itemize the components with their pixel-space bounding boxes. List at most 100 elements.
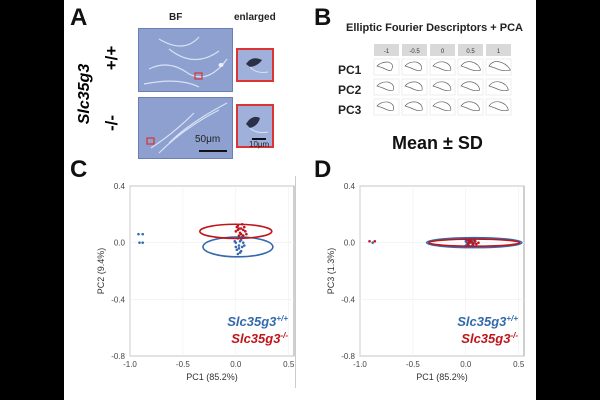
data-point bbox=[241, 234, 245, 237]
data-point bbox=[239, 249, 243, 253]
efd-cell bbox=[401, 58, 428, 76]
legend-wt-superscript: +/+ bbox=[276, 314, 288, 323]
data-point bbox=[242, 244, 246, 247]
data-point bbox=[470, 241, 474, 244]
pca-chart-d: 0.4 0.0 -0.4 -0.8-1.0 -0.5 0.0 0.5 PC1 (85.2%) P… bbox=[326, 182, 525, 382]
efd-sperm-contour bbox=[488, 61, 511, 72]
efd-sperm-contour bbox=[404, 61, 422, 72]
efd-shape-grid: -1 -0.5 0 0.5 1 bbox=[372, 42, 516, 130]
panel-letter-a: A bbox=[70, 4, 88, 31]
panel-divider bbox=[295, 176, 296, 388]
column-label-bf: BF bbox=[169, 12, 183, 23]
efd-row-label-pc1: PC1 bbox=[338, 63, 362, 77]
efd-column-label: 1 bbox=[497, 49, 501, 55]
data-point bbox=[465, 238, 469, 242]
genotype-ko-label: -/- bbox=[102, 114, 121, 132]
confidence-ellipse bbox=[425, 236, 523, 249]
y-tick-label: -0.8 bbox=[111, 352, 125, 361]
data-point bbox=[240, 222, 244, 226]
data-point bbox=[238, 239, 242, 243]
data-point bbox=[237, 247, 241, 250]
enlarged-wt-head bbox=[236, 48, 274, 82]
confidence-ellipse bbox=[202, 236, 274, 258]
panel-letter-b: B bbox=[314, 4, 332, 31]
efd-cell bbox=[429, 98, 456, 116]
data-point bbox=[242, 225, 246, 229]
data-point bbox=[240, 245, 244, 249]
data-point bbox=[235, 248, 239, 252]
data-point bbox=[241, 228, 245, 232]
efd-row-label-pc3: PC3 bbox=[338, 103, 362, 117]
data-point bbox=[237, 244, 241, 247]
efd-column-header bbox=[430, 44, 455, 56]
panel-b-title: Elliptic Fourier Descriptors + PCA bbox=[346, 22, 523, 34]
x-axis-label: PC1 (85.2%) bbox=[416, 372, 468, 382]
data-point bbox=[371, 241, 374, 244]
data-point bbox=[466, 242, 470, 246]
efd-sperm-contour bbox=[432, 61, 452, 72]
efd-cell bbox=[401, 78, 428, 96]
efd-row-label-pc2: PC2 bbox=[338, 83, 362, 97]
efd-sperm-contour bbox=[488, 81, 509, 92]
efd-sperm-contour bbox=[376, 61, 393, 72]
efd-sperm-contour bbox=[376, 101, 394, 112]
x-tick-label: -0.5 bbox=[406, 360, 420, 369]
data-point bbox=[239, 227, 243, 230]
data-point bbox=[238, 231, 242, 235]
efd-column-header bbox=[402, 44, 427, 56]
y-tick-label: 0.4 bbox=[114, 182, 126, 191]
data-point bbox=[368, 239, 371, 243]
efd-column-label: 0.5 bbox=[466, 49, 475, 55]
legend-ko-superscript: -/- bbox=[280, 331, 288, 340]
column-label-enlarged: enlarged bbox=[234, 12, 276, 23]
efd-grid-svg: -1 -0.5 0 0.5 1 bbox=[373, 44, 512, 116]
efd-cell bbox=[401, 98, 428, 116]
plot-area bbox=[359, 185, 525, 357]
data-point bbox=[472, 238, 476, 242]
enlarged-ko-image bbox=[238, 106, 272, 146]
data-point bbox=[477, 241, 480, 244]
scale-bar-50um-label: 50μm bbox=[195, 134, 221, 145]
y-axis-label: PC3 (1.3%) bbox=[326, 248, 336, 295]
legend-ko: Slc35g3-/- bbox=[461, 331, 518, 346]
data-point bbox=[475, 242, 478, 246]
data-point bbox=[245, 232, 248, 236]
mean-sd-label: Mean ± SD bbox=[392, 133, 483, 153]
y-tick-label: -0.4 bbox=[111, 295, 125, 304]
efd-sperm-contour bbox=[404, 81, 423, 92]
x-tick-label: -0.5 bbox=[176, 360, 190, 369]
data-point bbox=[141, 241, 144, 244]
x-tick-label: 0.0 bbox=[230, 360, 242, 369]
data-point bbox=[233, 239, 237, 243]
efd-sperm-contour bbox=[460, 61, 482, 72]
y-tick-label: 0.4 bbox=[344, 182, 356, 191]
efd-sperm-contour bbox=[488, 101, 509, 112]
x-tick-label: 0.0 bbox=[460, 360, 472, 369]
gene-label: Slc35g3 bbox=[76, 63, 93, 125]
legend-wt-superscript: +/+ bbox=[506, 314, 518, 323]
data-point bbox=[234, 245, 238, 249]
data-point bbox=[138, 241, 141, 244]
micrograph-wt-bf-image bbox=[139, 29, 232, 91]
efd-sperm-contour bbox=[376, 81, 394, 92]
micrograph-ko-bf-image bbox=[139, 98, 232, 158]
y-tick-label: 0.0 bbox=[114, 239, 126, 248]
confidence-ellipse bbox=[199, 223, 273, 240]
efd-cell bbox=[373, 78, 400, 96]
genotype-wt-label: +/+ bbox=[102, 45, 121, 71]
data-point bbox=[234, 230, 238, 233]
data-point bbox=[141, 232, 144, 236]
data-point bbox=[373, 239, 377, 243]
data-point bbox=[235, 225, 239, 229]
efd-cell bbox=[373, 58, 400, 76]
micrograph-ko-bf bbox=[138, 97, 233, 159]
efd-cell bbox=[457, 78, 484, 96]
y-tick-label: -0.4 bbox=[341, 295, 355, 304]
x-tick-label: -1.0 bbox=[123, 360, 137, 369]
panel-letter-d: D bbox=[314, 156, 332, 183]
legend-wt: Slc35g3+/+ bbox=[227, 314, 288, 329]
data-point bbox=[137, 232, 140, 236]
x-tick-label: -1.0 bbox=[353, 360, 367, 369]
enlarged-ko-head bbox=[236, 104, 274, 148]
efd-column-header bbox=[458, 44, 483, 56]
